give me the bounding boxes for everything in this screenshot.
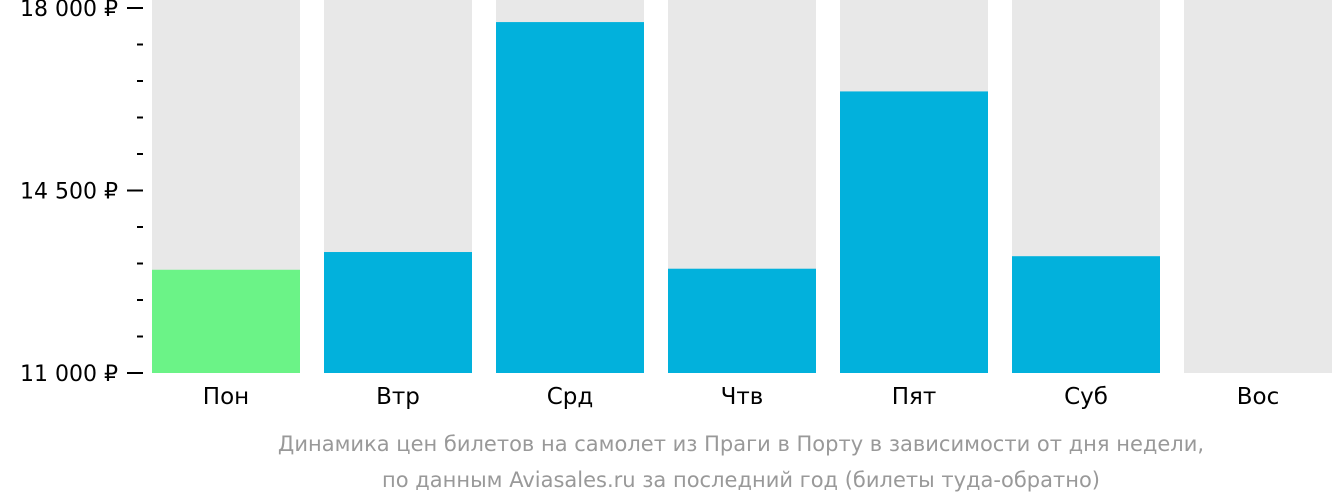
x-tick-label-7: Вос	[1237, 384, 1280, 410]
x-tick-label-3: Срд	[547, 384, 594, 410]
x-tick-label-4: Чтв	[721, 384, 764, 410]
bar-5[interactable]	[840, 91, 988, 373]
x-tick-label-6: Суб	[1064, 384, 1108, 410]
bar-2[interactable]	[324, 252, 472, 373]
chart-caption-line-2: по данным Aviasales.ru за последний год …	[382, 468, 1100, 492]
data-bars	[152, 22, 1160, 373]
bar-4[interactable]	[668, 268, 816, 373]
y-tick-label-2: 14 500 ₽	[20, 180, 118, 205]
x-tick-label-1: Пон	[203, 384, 249, 410]
bar-3[interactable]	[496, 22, 644, 373]
x-axis-labels: Пон Втр Срд Чтв Пят Суб Вос	[203, 384, 1279, 410]
x-tick-label-2: Втр	[376, 384, 420, 410]
bar-6[interactable]	[1012, 256, 1160, 373]
chart-caption-line-1: Динамика цен билетов на самолет из Праги…	[277, 432, 1205, 456]
y-tick-label-3: 18 000 ₽	[20, 0, 118, 22]
y-axis: 11 000 ₽ 14 500 ₽ 18 000 ₽	[20, 0, 143, 387]
x-tick-label-5: Пят	[892, 384, 937, 410]
y-tick-label-1: 11 000 ₽	[20, 362, 118, 387]
background-bar-7	[1184, 0, 1332, 373]
bar-1[interactable]	[152, 269, 300, 373]
